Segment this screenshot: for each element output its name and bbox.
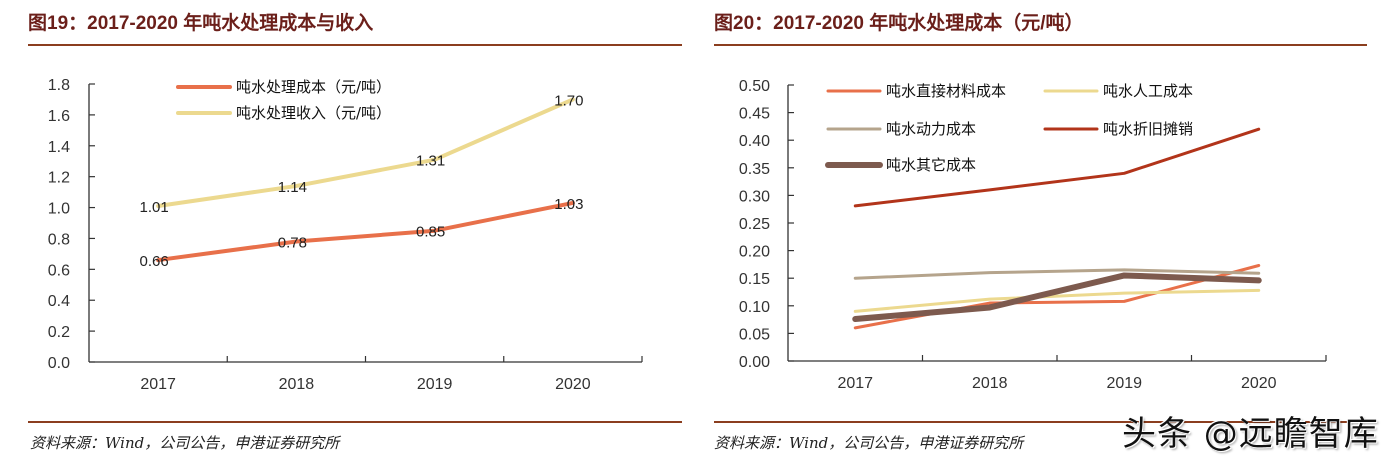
right-source-rule xyxy=(714,421,1367,423)
y-tick-label: 0.35 xyxy=(739,161,770,178)
left-figure-title: 图19：2017-2020 年吨水处理成本与收入 xyxy=(28,13,374,34)
y-tick-label: 0.15 xyxy=(739,271,770,288)
left-title-rule xyxy=(28,44,682,46)
series-line-3 xyxy=(853,268,1261,280)
legend-label: 吨水折旧摊销 xyxy=(1103,120,1193,138)
legend-label: 吨水处理收入（元/吨） xyxy=(236,104,391,122)
right-figure-title: 图20：2017-2020 年吨水处理成本（元/吨） xyxy=(714,13,1084,34)
series-line-5 xyxy=(852,272,1262,323)
data-label: 1.31 xyxy=(416,153,445,170)
legend-label: 吨水处理成本（元/吨） xyxy=(236,78,391,96)
y-tick-label: 0.2 xyxy=(48,324,70,341)
y-tick-label: 0.8 xyxy=(48,231,70,248)
y-tick-label: 0.0 xyxy=(48,355,70,372)
y-tick-label: 1.2 xyxy=(48,170,70,187)
legend-label: 吨水其它成本 xyxy=(886,156,976,174)
y-tick-label: 0.40 xyxy=(739,133,770,150)
right-title-rule xyxy=(714,44,1367,46)
y-tick-label: 0.00 xyxy=(739,354,770,371)
data-label: 0.78 xyxy=(278,235,307,252)
series-line-1 xyxy=(156,200,575,263)
x-tick-label: 2019 xyxy=(1106,375,1142,392)
y-tick-label: 1.6 xyxy=(48,108,70,125)
left-figure-panel: 图19：2017-2020 年吨水处理成本与收入 0.0 0.2 0.4 0.6 0.8… xyxy=(28,13,682,452)
x-tick-label: 2019 xyxy=(417,376,453,393)
left-line-chart: 0.0 0.2 0.4 0.6 0.8 1.0 1.2 1.4 1.6 1.8 2017 2018 20… xyxy=(48,77,643,393)
data-label: 1.01 xyxy=(140,199,169,216)
data-label: 0.85 xyxy=(416,224,445,241)
left-source-note: 资料来源：Wind，公司公告，申港证券研究所 xyxy=(30,434,340,452)
x-tick-label: 2018 xyxy=(972,375,1008,392)
y-tick-label: 0.4 xyxy=(48,293,70,310)
legend-label: 吨水动力成本 xyxy=(886,120,976,138)
right-line-chart: 0.00 0.05 0.10 0.15 0.20 0.25 0.30 0.35 0.40 0.45… xyxy=(739,78,1327,392)
data-label: 1.03 xyxy=(554,196,583,213)
y-tick-label: 0.05 xyxy=(739,326,770,343)
y-tick-label: 0.50 xyxy=(739,78,770,95)
legend-label: 吨水人工成本 xyxy=(1103,82,1193,100)
series-line-2 xyxy=(853,288,1261,313)
legend-label: 吨水直接材料成本 xyxy=(886,82,1006,100)
data-label: 0.66 xyxy=(140,253,169,270)
series-line-4 xyxy=(853,127,1261,208)
y-tick-label: 1.0 xyxy=(48,201,70,218)
data-label: 1.14 xyxy=(278,179,307,196)
y-tick-label: 1.8 xyxy=(48,77,70,94)
series-line-2 xyxy=(156,97,575,209)
y-tick-label: 0.25 xyxy=(739,216,770,233)
y-tick-label: 0.20 xyxy=(739,244,770,261)
left-source-rule xyxy=(28,421,682,423)
x-tick-label: 2017 xyxy=(837,375,873,392)
watermark-text: 头条 @远瞻智库 xyxy=(1122,414,1379,454)
right-source-note: 资料来源：Wind，公司公告，申港证券研究所 xyxy=(714,434,1024,452)
y-tick-label: 1.4 xyxy=(48,139,70,156)
y-tick-label: 0.30 xyxy=(739,188,770,205)
y-tick-label: 0.6 xyxy=(48,262,70,279)
y-tick-label: 0.45 xyxy=(739,106,770,123)
data-label: 1.70 xyxy=(554,92,583,109)
y-tick-label: 0.10 xyxy=(739,299,770,316)
x-tick-label: 2017 xyxy=(140,376,176,393)
x-tick-label: 2020 xyxy=(555,376,591,393)
x-tick-label: 2018 xyxy=(279,376,315,393)
x-tick-label: 2020 xyxy=(1241,375,1277,392)
